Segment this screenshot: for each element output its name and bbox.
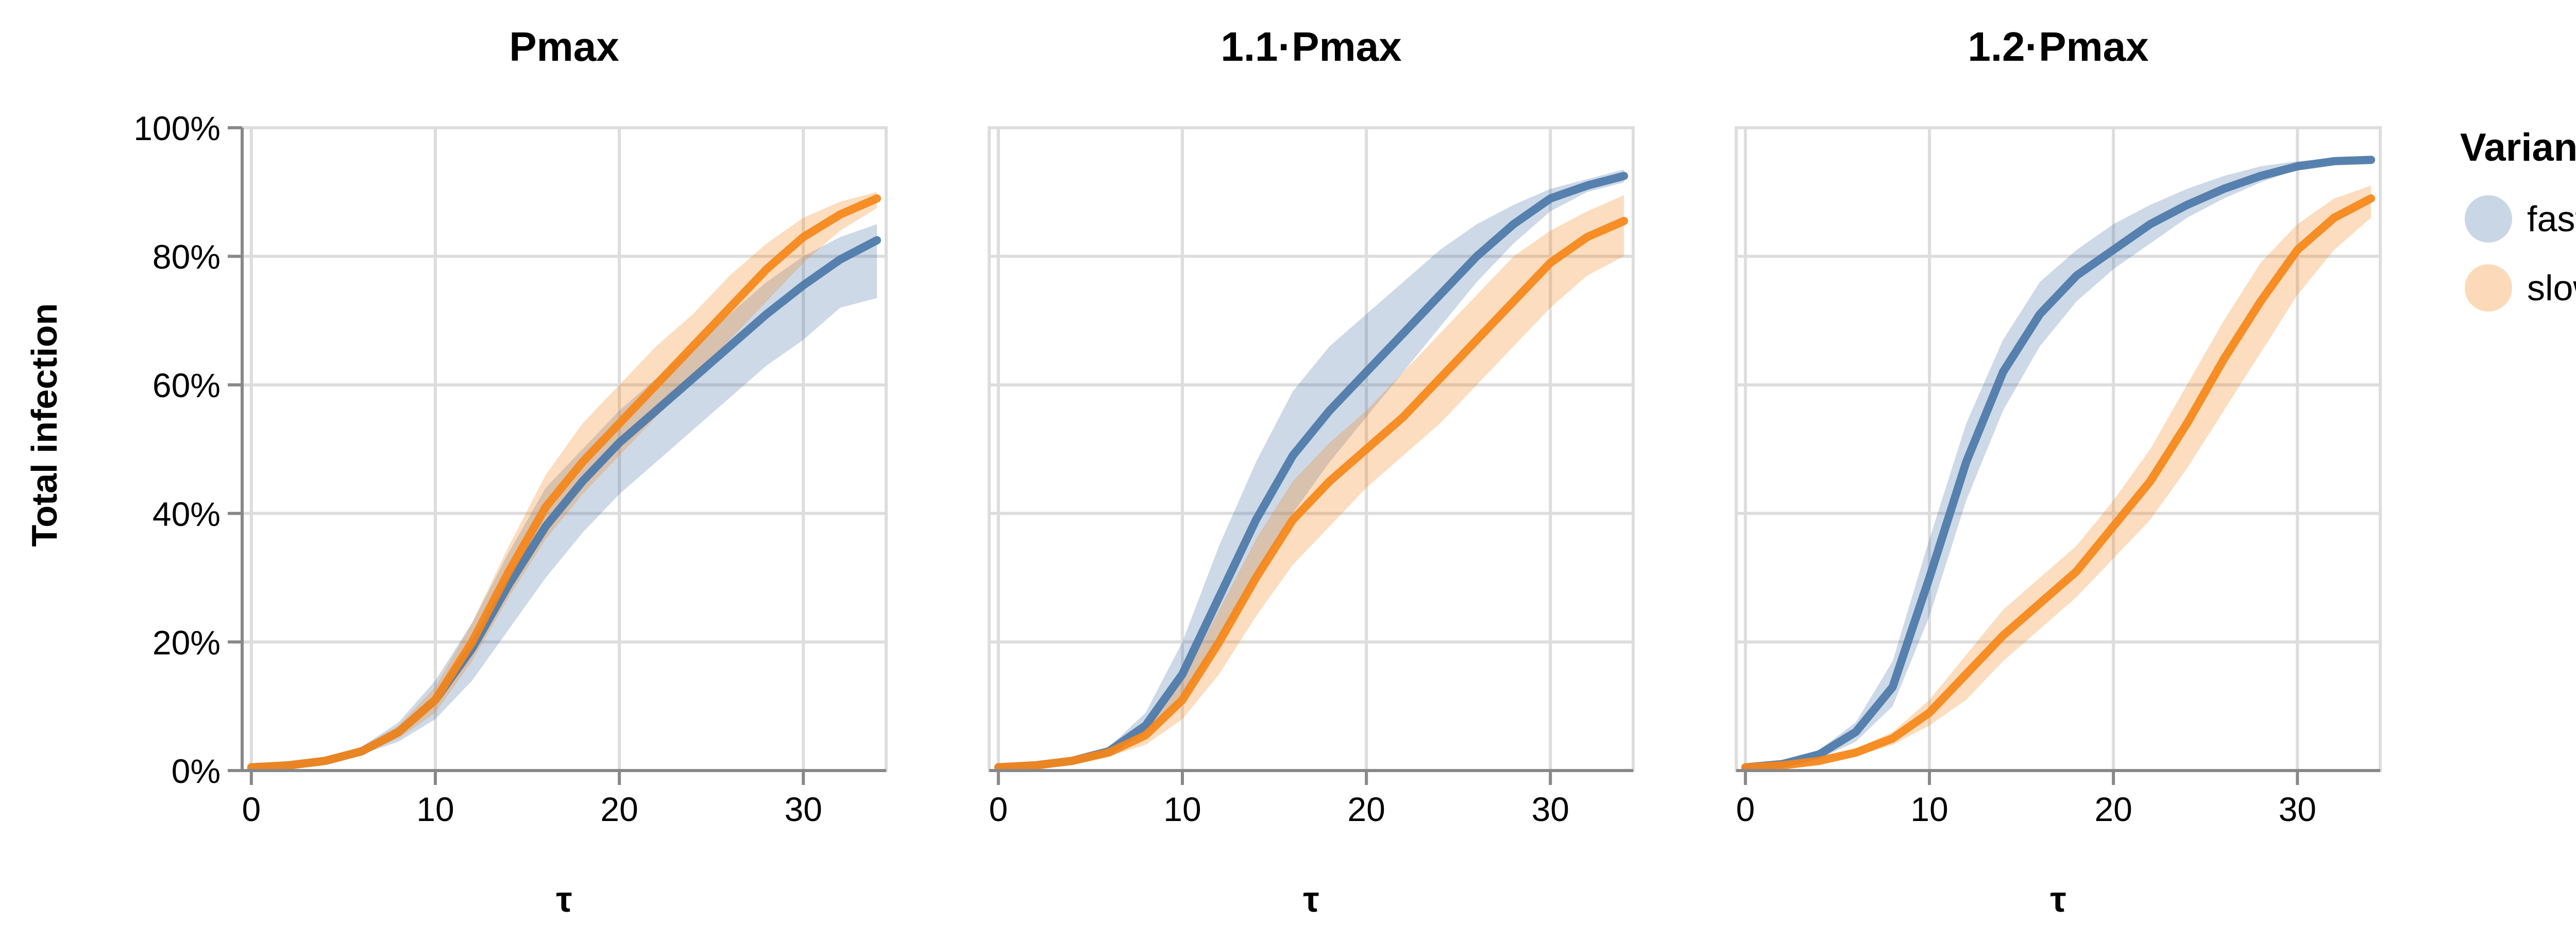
x-tick-label: 20 xyxy=(1347,790,1385,828)
legend-label-slower: slower xyxy=(2527,268,2576,308)
y-tick-label: 40% xyxy=(152,495,221,533)
x-tick-label: 20 xyxy=(600,790,638,828)
x-axis-title: τ xyxy=(2050,879,2066,919)
x-tick-label: 0 xyxy=(989,790,1008,828)
ci-band-slower xyxy=(998,195,1624,769)
panel-title: 1.2·Pmax xyxy=(1968,24,2148,70)
x-tick-label: 0 xyxy=(1736,790,1755,828)
legend: Variant faster slower xyxy=(2460,126,2576,312)
x-tick-label: 30 xyxy=(2279,790,2316,828)
x-axis-title: τ xyxy=(1303,879,1319,919)
legend-title: Variant xyxy=(2460,126,2576,169)
y-tick-label: 80% xyxy=(152,238,221,276)
legend-label-faster: faster xyxy=(2527,199,2576,239)
panel-title: 1.1·Pmax xyxy=(1221,24,1401,70)
legend-swatch-slower xyxy=(2465,264,2512,312)
ci-band-faster xyxy=(998,169,1624,769)
legend-swatch-faster xyxy=(2465,195,2512,243)
series-line-faster xyxy=(1741,156,2376,772)
panel-2: 1.1·Pmax 0 10 20 30 τ xyxy=(988,24,1635,919)
x-tick-label: 10 xyxy=(1163,790,1201,828)
panel-3: 1.2·Pmax 0 10 20 30 τ xyxy=(1735,24,2382,919)
x-tick-label: 10 xyxy=(416,790,454,828)
series-line-slower xyxy=(994,217,1629,772)
y-tick-label: 0% xyxy=(172,752,221,790)
x-tick-label: 30 xyxy=(1532,790,1569,828)
panel-title: Pmax xyxy=(509,24,619,70)
x-tick-label: 0 xyxy=(242,790,261,828)
x-tick-label: 20 xyxy=(2094,790,2132,828)
x-tick-label: 30 xyxy=(785,790,822,828)
y-tick-label: 100% xyxy=(133,109,221,147)
y-axis-title: Total infection xyxy=(24,303,64,546)
panel-frame xyxy=(1735,126,2382,772)
panel-1: Pmax 0 10 20 30 τ 0% 20% 40% 60% 80% 100% xyxy=(133,24,888,919)
y-tick-label: 60% xyxy=(152,366,221,404)
ci-band-faster xyxy=(251,224,877,769)
series-line-slower xyxy=(1741,194,2376,772)
series-line-slower xyxy=(247,194,882,772)
x-axis-title: τ xyxy=(556,879,572,919)
ci-band-faster xyxy=(1745,157,2371,769)
x-tick-label: 10 xyxy=(1910,790,1948,828)
y-tick-label: 20% xyxy=(152,623,221,661)
